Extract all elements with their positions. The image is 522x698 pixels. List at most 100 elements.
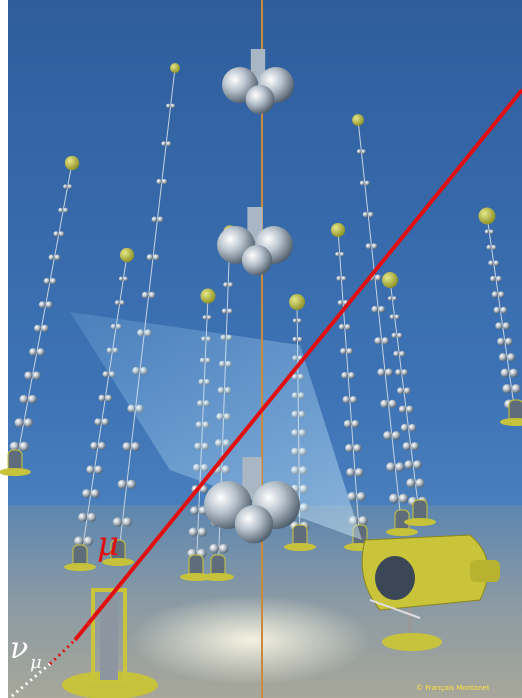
module: [502, 322, 510, 330]
module: [406, 478, 416, 488]
string: [14, 162, 73, 471]
module: [32, 371, 41, 380]
module: [484, 229, 490, 234]
module: [190, 506, 199, 515]
module: [58, 231, 65, 237]
module: [386, 462, 396, 472]
module: [358, 516, 368, 526]
module: [394, 314, 400, 320]
module: [209, 543, 219, 554]
buoy: [170, 63, 180, 73]
module: [117, 479, 127, 489]
module: [292, 318, 298, 323]
module: [146, 254, 154, 261]
module: [509, 368, 518, 378]
module: [404, 460, 414, 469]
buoy: [64, 155, 80, 171]
module: [63, 207, 69, 213]
module: [102, 371, 109, 378]
module: [504, 337, 513, 346]
module: [105, 394, 113, 402]
module: [495, 275, 502, 282]
module: [391, 431, 401, 440]
module: [378, 305, 386, 313]
module: [123, 276, 128, 282]
module: [67, 184, 73, 189]
submarine: [361, 534, 500, 651]
module-sphere: [241, 245, 273, 276]
module: [188, 527, 198, 537]
credit: © François Montanet: [416, 684, 490, 692]
module: [112, 517, 123, 527]
module: [153, 254, 160, 261]
module: [486, 244, 492, 250]
module: [161, 178, 168, 185]
module: [391, 332, 397, 339]
module: [122, 517, 132, 527]
module: [347, 492, 357, 502]
module: [399, 350, 406, 357]
module: [396, 332, 403, 339]
module: [14, 418, 24, 428]
module: [297, 336, 303, 342]
module: [368, 211, 374, 218]
module: [493, 260, 500, 266]
module-sphere: [234, 505, 274, 544]
module: [19, 441, 29, 452]
module: [338, 324, 345, 330]
module: [342, 396, 350, 404]
cherenkov-cone: [70, 312, 362, 540]
junction-box: [62, 588, 158, 698]
module: [495, 322, 503, 330]
module: [23, 418, 33, 428]
module: [413, 460, 422, 469]
module: [395, 462, 405, 472]
module: [362, 211, 369, 218]
module: [36, 348, 45, 356]
module: [157, 216, 164, 223]
module: [361, 149, 366, 154]
module: [119, 300, 125, 306]
module: [24, 371, 33, 380]
module: [227, 308, 233, 314]
module: [374, 274, 382, 281]
module: [54, 254, 61, 261]
module: [292, 336, 298, 342]
module: [387, 296, 393, 301]
module: [374, 337, 382, 345]
module: [63, 184, 68, 189]
module: [53, 231, 59, 237]
anchor-base: [64, 563, 96, 571]
module: [498, 353, 508, 362]
buoy: [352, 114, 364, 126]
anchor-base: [202, 573, 234, 581]
module: [354, 468, 364, 477]
module: [197, 527, 207, 537]
buoy: [382, 272, 398, 288]
string: [357, 119, 403, 531]
anchor-base: [386, 528, 418, 536]
module: [488, 260, 494, 266]
module: [356, 492, 366, 502]
module: [82, 489, 91, 498]
module: [406, 405, 414, 413]
module: [41, 324, 49, 332]
module: [228, 282, 234, 288]
module: [345, 444, 354, 453]
module: [94, 465, 103, 474]
buoy: [200, 288, 216, 304]
module: [156, 178, 162, 185]
module: [415, 478, 425, 488]
module-frame: [250, 49, 266, 82]
module: [395, 369, 402, 376]
buoy: [119, 247, 135, 263]
module: [166, 103, 171, 109]
module: [380, 399, 389, 408]
module: [90, 441, 99, 450]
module: [114, 300, 120, 306]
module: [371, 305, 379, 313]
module: [365, 243, 372, 250]
module: [397, 387, 404, 395]
module: [9, 441, 20, 452]
